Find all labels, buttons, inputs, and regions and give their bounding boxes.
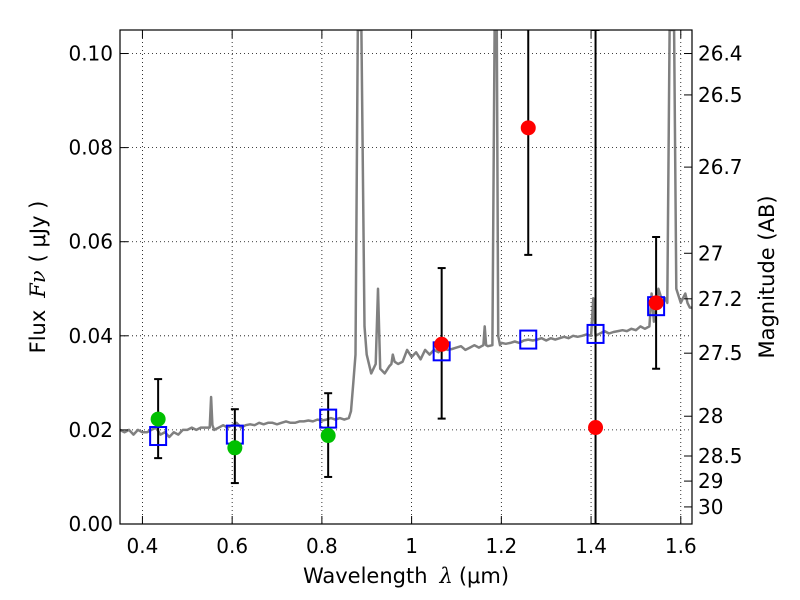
x-tick-label: 1.4	[575, 534, 607, 558]
model-square	[586, 323, 605, 344]
data-point	[320, 428, 336, 444]
y2-tick-label: 26.4	[698, 42, 743, 66]
y-tick-label: 0.04	[68, 324, 113, 348]
tick-layer: 0.4 0.6 0.8 1 1.2 1.4 1.6 0.00 0.02 0.04 0.06 0.08 0…	[68, 30, 743, 558]
model-square	[519, 329, 538, 350]
marker-layer	[149, 30, 666, 524]
x-axis-label: Wavelength λ (μm)	[303, 564, 509, 588]
y2-tick-label: 28.5	[698, 444, 743, 468]
x-tick-label: 1.2	[485, 534, 517, 558]
y2-tick-label: 28	[698, 404, 723, 428]
data-point	[648, 295, 664, 311]
data-point	[150, 411, 166, 427]
data-point	[588, 420, 604, 436]
data-point	[434, 336, 450, 352]
y2-tick-label: 29	[698, 469, 723, 493]
plot-frame	[119, 29, 693, 525]
model-square	[149, 426, 168, 447]
y2-tick-label: 27.2	[698, 287, 743, 311]
x-tick-label: 1.6	[665, 534, 697, 558]
y-tick-label: 0.06	[68, 230, 113, 254]
y-axis-label: FluxFν( μJy )	[26, 201, 50, 354]
spectrum-line	[120, 30, 692, 439]
y2-tick-label: 27	[698, 241, 723, 265]
data-point	[227, 440, 243, 456]
y2-tick-label: 30	[698, 495, 723, 519]
y2-tick-label: 26.7	[698, 155, 743, 179]
y-tick-label: 0.10	[68, 42, 113, 66]
y2-tick-label: 26.5	[698, 83, 743, 107]
data-point	[520, 120, 536, 136]
y2-tick-label: 27.5	[698, 341, 743, 365]
x-tick-label: 0.6	[216, 534, 248, 558]
x-tick-label: 0.4	[127, 534, 159, 558]
y-tick-label: 0.08	[68, 136, 113, 160]
y-tick-label: 0.02	[68, 418, 113, 442]
model-square	[319, 408, 338, 429]
grid-layer	[120, 30, 692, 525]
x-tick-label: 1	[405, 534, 418, 558]
y-tick-label: 0.00	[68, 512, 113, 536]
x-tick-label: 0.8	[306, 534, 338, 558]
y2-axis-label: Magnitude (AB)	[755, 195, 779, 358]
spectrum-layer	[120, 30, 692, 439]
